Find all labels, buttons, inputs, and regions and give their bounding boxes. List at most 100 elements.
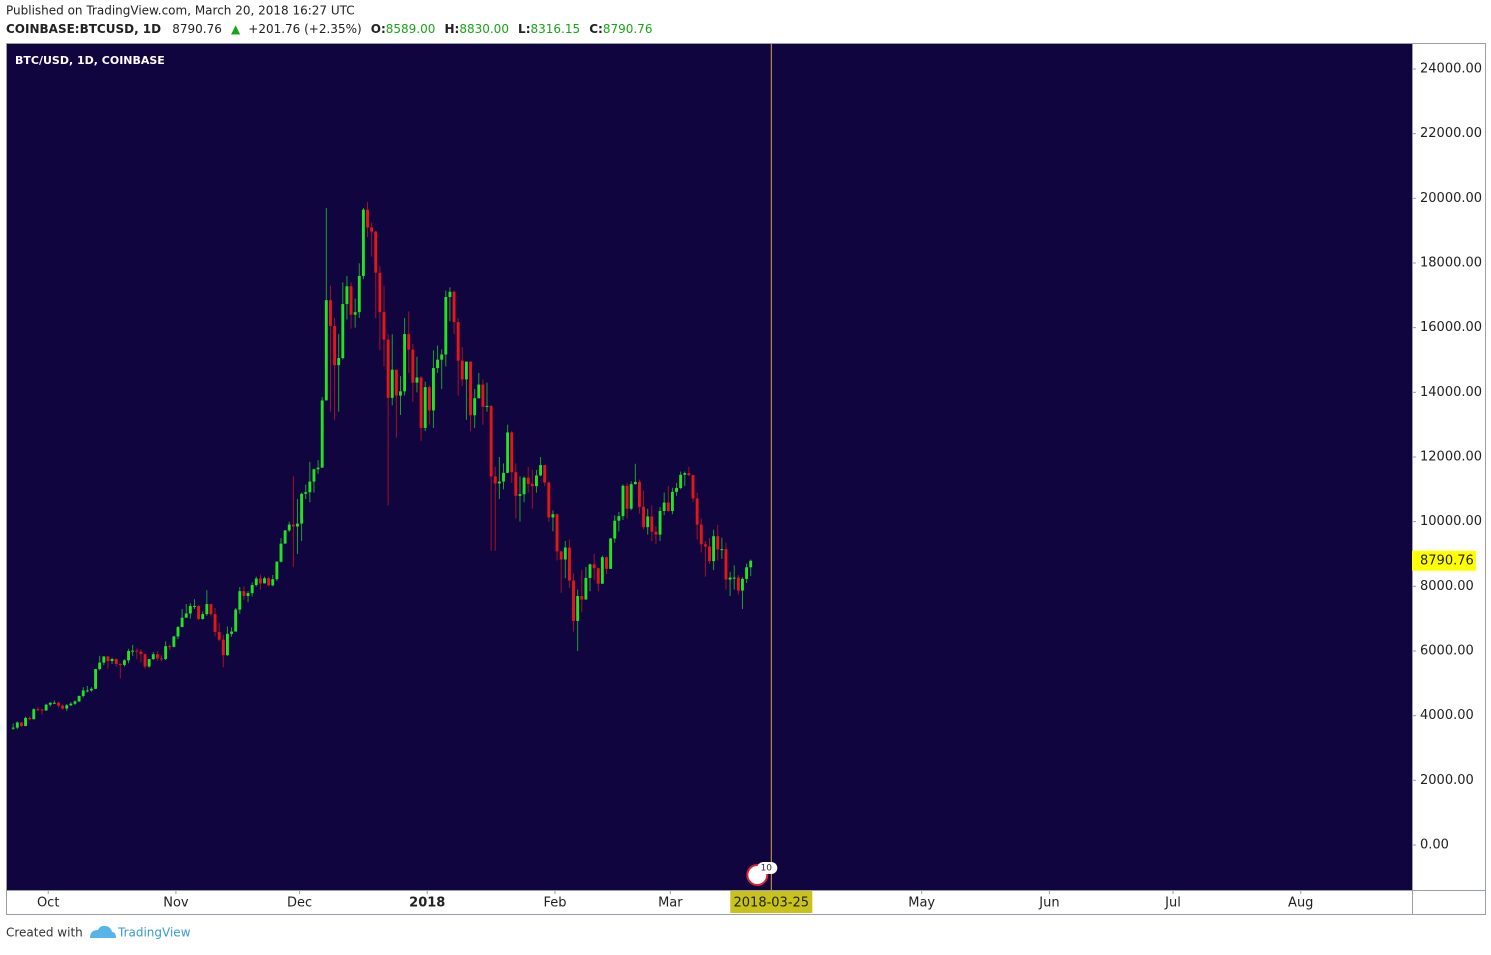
- candle-body: [217, 631, 221, 640]
- candle-body: [456, 322, 460, 361]
- candle-body: [526, 477, 530, 484]
- candle-body: [650, 516, 654, 532]
- footer: Created with TradingView: [6, 926, 191, 940]
- candle-body: [703, 544, 707, 547]
- candle-body: [732, 577, 736, 579]
- candle-body: [333, 326, 337, 366]
- candle-body: [712, 536, 716, 562]
- candle-body: [267, 578, 271, 586]
- up-arrow: ▲: [231, 22, 241, 36]
- candle-body: [36, 709, 40, 711]
- candle-body: [328, 300, 332, 327]
- plot-background: [7, 44, 1412, 890]
- candle-body: [720, 549, 724, 551]
- candle-body: [658, 510, 662, 535]
- candle-body: [275, 561, 279, 580]
- candle-body: [386, 339, 390, 398]
- candle-body: [122, 660, 126, 665]
- candle-body: [547, 482, 551, 518]
- candle-body: [32, 709, 36, 720]
- candle-body: [164, 646, 168, 660]
- candle-body: [654, 531, 658, 535]
- candle-body: [662, 502, 666, 511]
- candle-body: [485, 405, 489, 407]
- candle-body: [110, 659, 114, 662]
- candle-body: [184, 613, 188, 618]
- candle-body: [460, 360, 464, 380]
- candle-body: [555, 514, 559, 552]
- axes: 0.00 2000.00 4000.00 6000.00 8000.00 10000.00…: [37, 44, 1482, 913]
- candle-body: [432, 368, 435, 411]
- x-tick-label: Oct: [37, 896, 59, 911]
- candle-body: [246, 593, 250, 597]
- candle-body: [683, 473, 687, 475]
- candle-body: [596, 568, 600, 584]
- candle-body: [127, 650, 130, 661]
- candle-body: [197, 606, 201, 619]
- x-tick-label: Dec: [287, 896, 312, 911]
- candle-body: [361, 209, 365, 276]
- candle-body: [225, 633, 229, 656]
- candle-body: [172, 636, 176, 647]
- candle-body: [399, 391, 402, 396]
- candle-body: [506, 432, 510, 473]
- y-tick-label: 14000.00: [1420, 385, 1482, 400]
- candle-body: [502, 472, 505, 482]
- candle-body: [427, 387, 431, 411]
- candle-body: [316, 467, 320, 470]
- candle-body: [102, 656, 106, 663]
- candle-body: [423, 387, 427, 428]
- candle-body: [160, 658, 163, 660]
- candle-body: [716, 536, 720, 550]
- candle-body: [605, 557, 608, 569]
- candle-body: [522, 477, 526, 495]
- candle-body: [69, 703, 73, 706]
- candle-body: [629, 484, 633, 509]
- candle-body: [477, 384, 481, 399]
- symbol: COINBASE:BTCUSD, 1D: [6, 22, 161, 36]
- candle-body: [312, 469, 316, 482]
- footer-brand: TradingView: [117, 926, 191, 940]
- last-price: 8790.76: [172, 22, 222, 36]
- candle-body: [642, 506, 646, 528]
- candle-body: [357, 275, 361, 313]
- candle-body: [440, 354, 444, 360]
- candle-body: [304, 492, 308, 494]
- change: +201.76 (+2.35%): [248, 22, 361, 36]
- candle-body: [567, 547, 571, 581]
- candle-body: [90, 688, 93, 691]
- y-tick-label: 4000.00: [1420, 708, 1474, 723]
- candle-body: [588, 564, 592, 578]
- candle-body: [580, 596, 584, 600]
- x-tick-label: May: [908, 896, 935, 911]
- candle-body: [176, 627, 180, 637]
- candle-body: [687, 473, 691, 476]
- candle-body: [695, 498, 699, 525]
- y-tick-label: 18000.00: [1420, 255, 1482, 270]
- candle-body: [135, 650, 139, 652]
- candle-body: [382, 312, 386, 340]
- candle-body: [510, 432, 514, 473]
- candle-body: [57, 702, 60, 706]
- chart-title: BTC/USD, 1D, COINBASE: [15, 54, 165, 67]
- candle-body: [345, 286, 349, 305]
- candle-body: [699, 524, 703, 545]
- candle-body: [94, 669, 98, 689]
- candle-body: [201, 614, 205, 619]
- candle-body: [81, 690, 85, 696]
- candle-body: [464, 361, 468, 380]
- candle-body: [444, 296, 448, 355]
- y-tick-label: 24000.00: [1420, 61, 1482, 76]
- candle-body: [679, 474, 683, 489]
- candle-body: [349, 286, 353, 315]
- close-value: 8790.76: [603, 22, 653, 36]
- candle-body: [621, 485, 625, 517]
- candle-body: [98, 662, 102, 670]
- candle-body: [415, 377, 419, 383]
- candle-body: [518, 494, 522, 496]
- candle-body: [613, 520, 617, 539]
- candle-body: [193, 606, 196, 608]
- candle-body: [559, 551, 563, 560]
- candle-body: [131, 650, 135, 652]
